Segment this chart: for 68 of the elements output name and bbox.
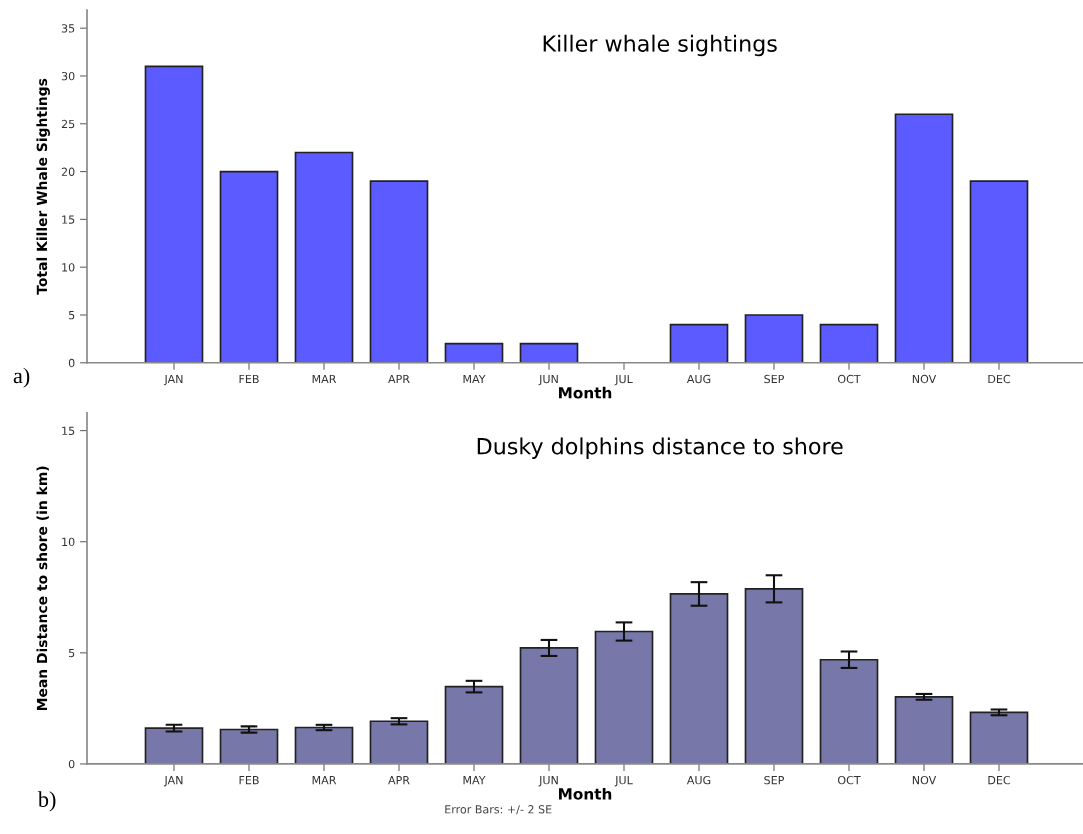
x-tick-label: OCT [837,374,861,384]
bar [519,647,579,764]
bar [294,726,354,764]
bar [744,587,804,764]
bar [969,180,1029,363]
bar [669,593,729,764]
y-tick-label: 20 [61,167,75,176]
y-tick-label: 30 [61,71,75,81]
x-tick-label: APR [388,374,410,384]
bar [819,323,879,363]
y-axis-title: Total Killer Whale Sightings [36,78,50,295]
x-tick-label: SEP [764,775,785,785]
x-tick-label: NOV [912,374,937,384]
text: Killer whale sightings [543,34,777,57]
bar [594,630,654,764]
x-tick-label: NOV [912,775,937,785]
x-tick-label: DEC [988,775,1011,785]
x-tick-label: JAN [163,776,183,787]
bar [294,151,354,363]
bar [369,180,429,363]
x-tick-label: MAR [312,374,337,384]
x-tick-label: APR [388,776,410,785]
x-tick-label: AUG [686,374,711,384]
bar [444,342,504,363]
x-tick-label: JUL [614,776,633,787]
bar [219,728,279,764]
x-tick-label: FEB [239,776,259,785]
text: Error Bars: +/- 2 SE [445,805,552,815]
y-tick-label: 10 [62,537,75,547]
bar [669,323,729,363]
bar [894,695,954,764]
y-tick-label: 5 [68,648,75,658]
y-axis-title: Mean Distance to shore (in km) [36,466,49,711]
x-tick-label: JUN [538,374,558,386]
bar [819,658,879,764]
y-tick-label: 15 [62,426,75,435]
x-tick-label: JUN [538,776,558,787]
y-tick-label: 5 [68,311,75,320]
y-tick-label: 35 [61,24,75,33]
y-tick-label: 25 [61,119,75,129]
bar [744,314,804,363]
y-tick-label: 0 [68,358,75,368]
y-tick-label: 10 [62,263,75,272]
x-tick-label: MAR [312,776,337,785]
x-tick-label: MAY [463,776,486,785]
x-tick-label: OCT [837,775,861,785]
y-tick-label: 0 [68,759,75,769]
text: b) [37,791,56,812]
x-tick-label: JUL [614,374,633,386]
x-axis-title: Month [559,386,612,399]
x-tick-label: DEC [988,374,1011,384]
bar [219,170,279,363]
x-tick-label: JAN [163,374,183,386]
bar [969,711,1029,764]
bar [444,685,504,764]
x-tick-label: AUG [686,775,711,785]
bar [144,65,204,363]
x-tick-label: FEB [239,374,259,384]
y-tick-label: 15 [62,215,75,224]
text: a) [13,367,30,388]
bar [519,342,579,363]
x-axis-title: Month [559,787,612,800]
x-tick-label: MAY [463,374,486,384]
bar [369,720,429,764]
bar [894,113,954,363]
bar [144,727,204,764]
x-tick-label: SEP [764,374,785,384]
text: Dusky dolphins distance to shore [477,437,843,459]
